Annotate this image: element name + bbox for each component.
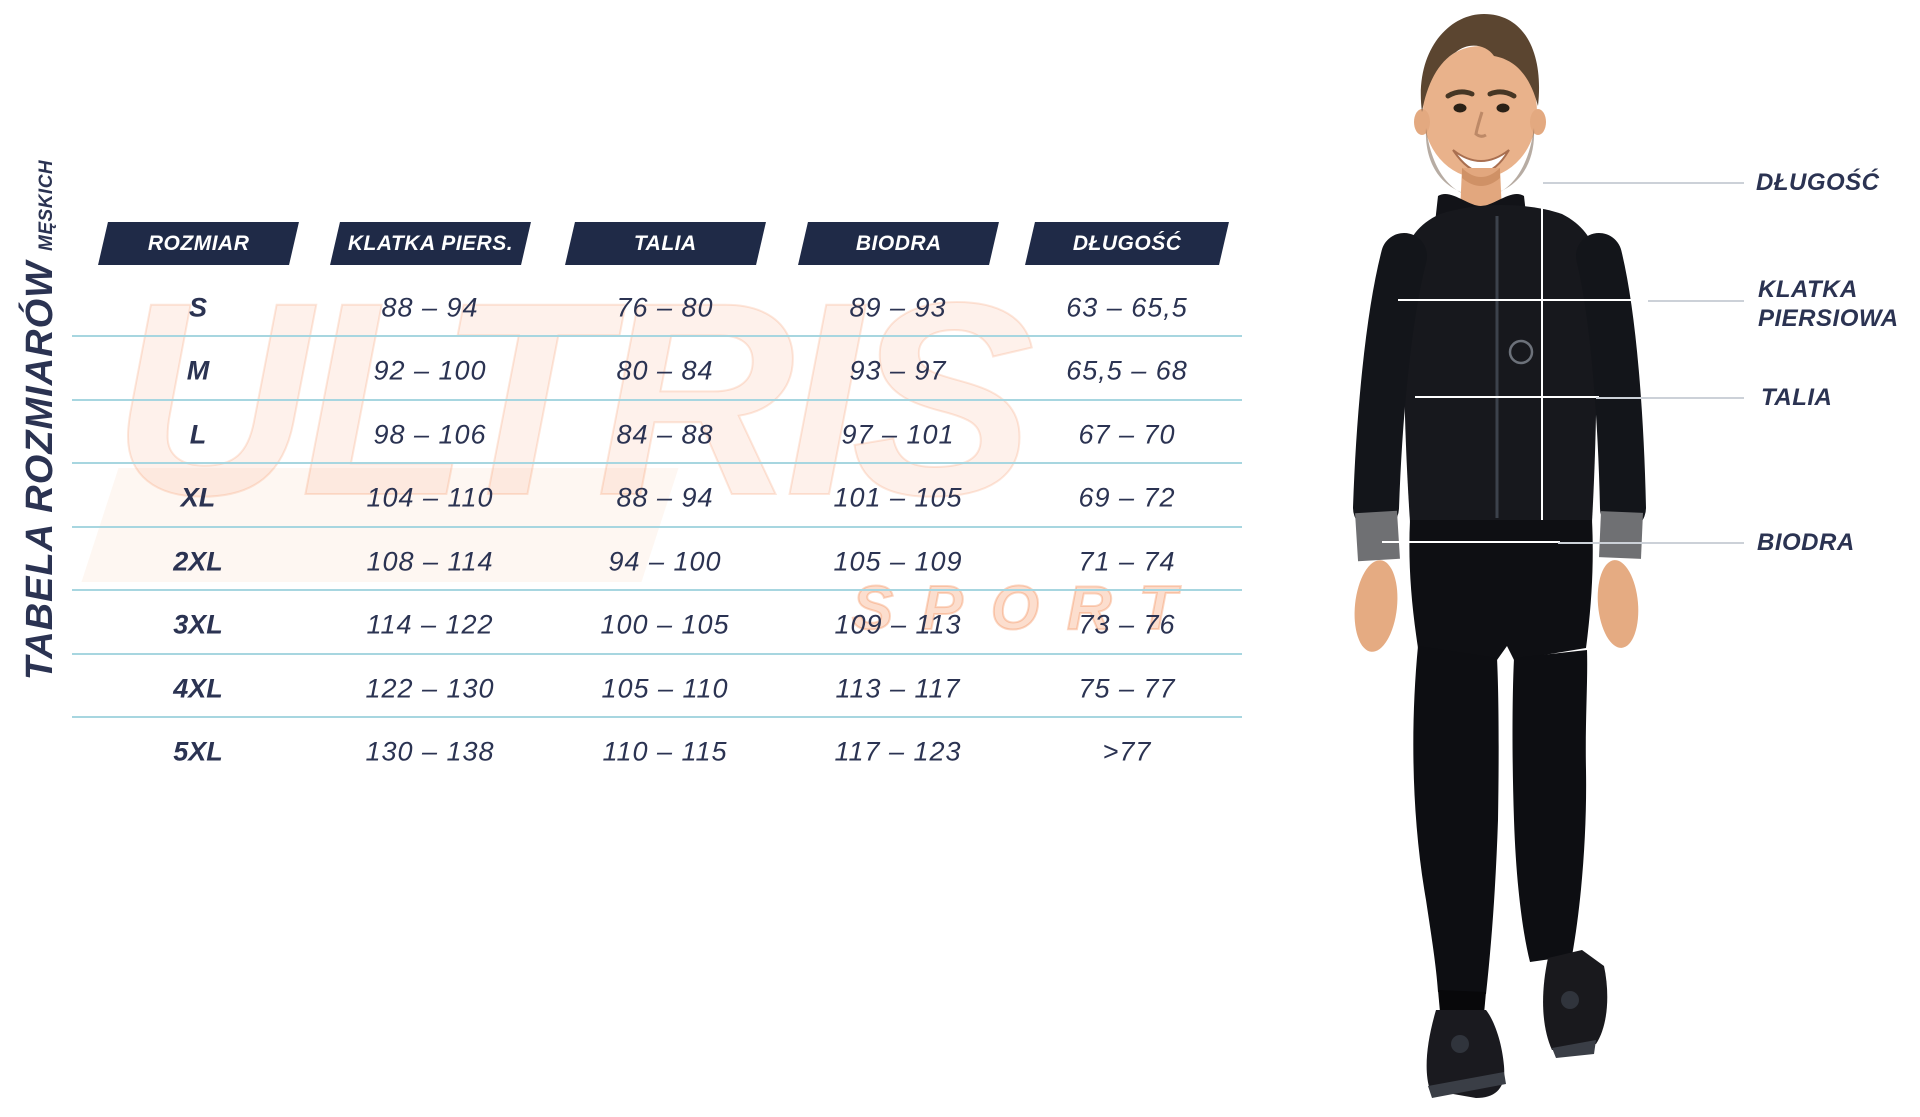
measure-line-chest: [1398, 299, 1650, 301]
model-face: [1423, 46, 1537, 178]
column-header-klatka-piers-label: KLATKA PIERS.: [347, 231, 514, 255]
cell-2xl-size: 2XL: [173, 546, 223, 576]
watermark-sport: SPORT: [851, 574, 1205, 643]
model-jacket: [1403, 205, 1597, 522]
label-dlugosc: DŁUGOŚĆ: [1756, 169, 1880, 196]
column-header-klatka-piers: KLATKA PIERS.: [330, 222, 531, 265]
column-header-dlugosc-label: DŁUGOŚĆ: [1072, 231, 1182, 255]
cell-m-waist: 80 – 84: [616, 355, 714, 386]
jersey-logo-icon: [1508, 339, 1534, 365]
measure-line-waist: [1415, 396, 1599, 398]
row-separator: [72, 525, 1242, 528]
page-title-sub: MĘSKICH: [36, 159, 57, 251]
cell-m-chest: 92 – 100: [373, 355, 487, 386]
cell-3xl-chest: 114 – 122: [366, 609, 494, 640]
column-header-biodra: BIODRA: [798, 222, 999, 265]
model-hand-left: [1354, 560, 1398, 652]
connector-dlugosc: [1543, 182, 1744, 184]
connector-klatka: [1648, 300, 1744, 302]
cell-2xl-chest: 108 – 114: [366, 546, 494, 576]
column-header-rozmiar-label: ROZMIAR: [147, 231, 250, 255]
cell-s-length: 63 – 65,5: [1066, 292, 1188, 322]
cell-4xl-waist: 105 – 110: [601, 673, 729, 703]
page-title-main: TABELA ROZMIARÓW: [19, 260, 61, 681]
label-talia: TALIA: [1761, 384, 1833, 411]
cell-s-size: S: [188, 292, 207, 322]
connector-talia: [1596, 397, 1744, 399]
cell-xl-hips: 101 – 105: [833, 482, 963, 513]
cell-5xl-size: 5XL: [173, 736, 223, 767]
model-leg-right: [1512, 650, 1588, 962]
row-separator: [72, 335, 1242, 337]
model-smile: [1452, 149, 1510, 173]
cell-l-length: 67 – 70: [1078, 419, 1176, 449]
model-leg-left: [1413, 646, 1499, 994]
cell-xl-length: 69 – 72: [1078, 482, 1176, 513]
row-separator: [72, 589, 1242, 591]
cell-xl-chest: 104 – 110: [366, 482, 494, 513]
column-header-talia-label: TALIA: [634, 231, 697, 255]
cell-m-hips: 93 – 97: [849, 355, 947, 386]
row-separator: [72, 652, 1242, 655]
page-title: TABELA ROZMIARÓW MĘSKICH: [19, 160, 71, 680]
row-separator: [72, 398, 1242, 401]
label-biodra: BIODRA: [1757, 529, 1855, 556]
cell-xl-waist: 88 – 94: [616, 482, 714, 513]
cell-l-size: L: [189, 419, 207, 449]
column-header-talia: TALIA: [565, 222, 766, 265]
cell-s-chest: 88 – 94: [381, 292, 479, 322]
cell-m-size: M: [186, 355, 210, 386]
cell-3xl-size: 3XL: [173, 609, 223, 640]
cell-5xl-length: >77: [1102, 736, 1152, 767]
model-hand-right: [1597, 560, 1639, 648]
cell-l-hips: 97 – 101: [841, 419, 955, 449]
cell-s-hips: 89 – 93: [849, 292, 947, 322]
cell-4xl-length: 75 – 77: [1078, 673, 1176, 703]
cell-3xl-waist: 100 – 105: [600, 609, 730, 640]
cell-2xl-length: 71 – 74: [1078, 546, 1176, 576]
cell-3xl-hips: 109 – 113: [834, 609, 962, 640]
cell-4xl-chest: 122 – 130: [365, 673, 495, 703]
model-cuff-right: [1599, 511, 1643, 559]
column-header-rozmiar: ROZMIAR: [98, 222, 299, 265]
model-cuff-left: [1355, 510, 1400, 562]
model-figure: [1353, 14, 1646, 1098]
row-separator: [72, 462, 1242, 464]
cell-s-waist: 76 – 80: [616, 292, 714, 322]
column-header-dlugosc: DŁUGOŚĆ: [1025, 222, 1229, 265]
cell-xl-size: XL: [180, 482, 216, 513]
model-hair: [1420, 14, 1540, 112]
cell-2xl-waist: 94 – 100: [608, 546, 722, 576]
label-klatka-piersiowa: KLATKA PIERSIOWA: [1758, 276, 1899, 332]
row-separator: [72, 716, 1242, 718]
cell-5xl-hips: 117 – 123: [834, 736, 962, 767]
cell-m-length: 65,5 – 68: [1066, 355, 1188, 386]
cell-5xl-waist: 110 – 115: [602, 736, 728, 767]
cell-3xl-length: 73 – 76: [1078, 609, 1176, 640]
column-header-biodra-label: BIODRA: [855, 231, 942, 255]
cell-5xl-chest: 130 – 138: [365, 736, 495, 767]
cell-4xl-size: 4XL: [173, 673, 223, 703]
connector-biodra: [1558, 542, 1744, 544]
cell-l-waist: 84 – 88: [616, 419, 714, 449]
cell-l-chest: 98 – 106: [373, 419, 487, 449]
measure-line-hips: [1382, 541, 1560, 543]
model-shorts: [1409, 520, 1593, 660]
measure-line-vertical: [1541, 184, 1543, 520]
cell-4xl-hips: 113 – 117: [835, 673, 961, 703]
cell-2xl-hips: 105 – 109: [833, 546, 963, 576]
